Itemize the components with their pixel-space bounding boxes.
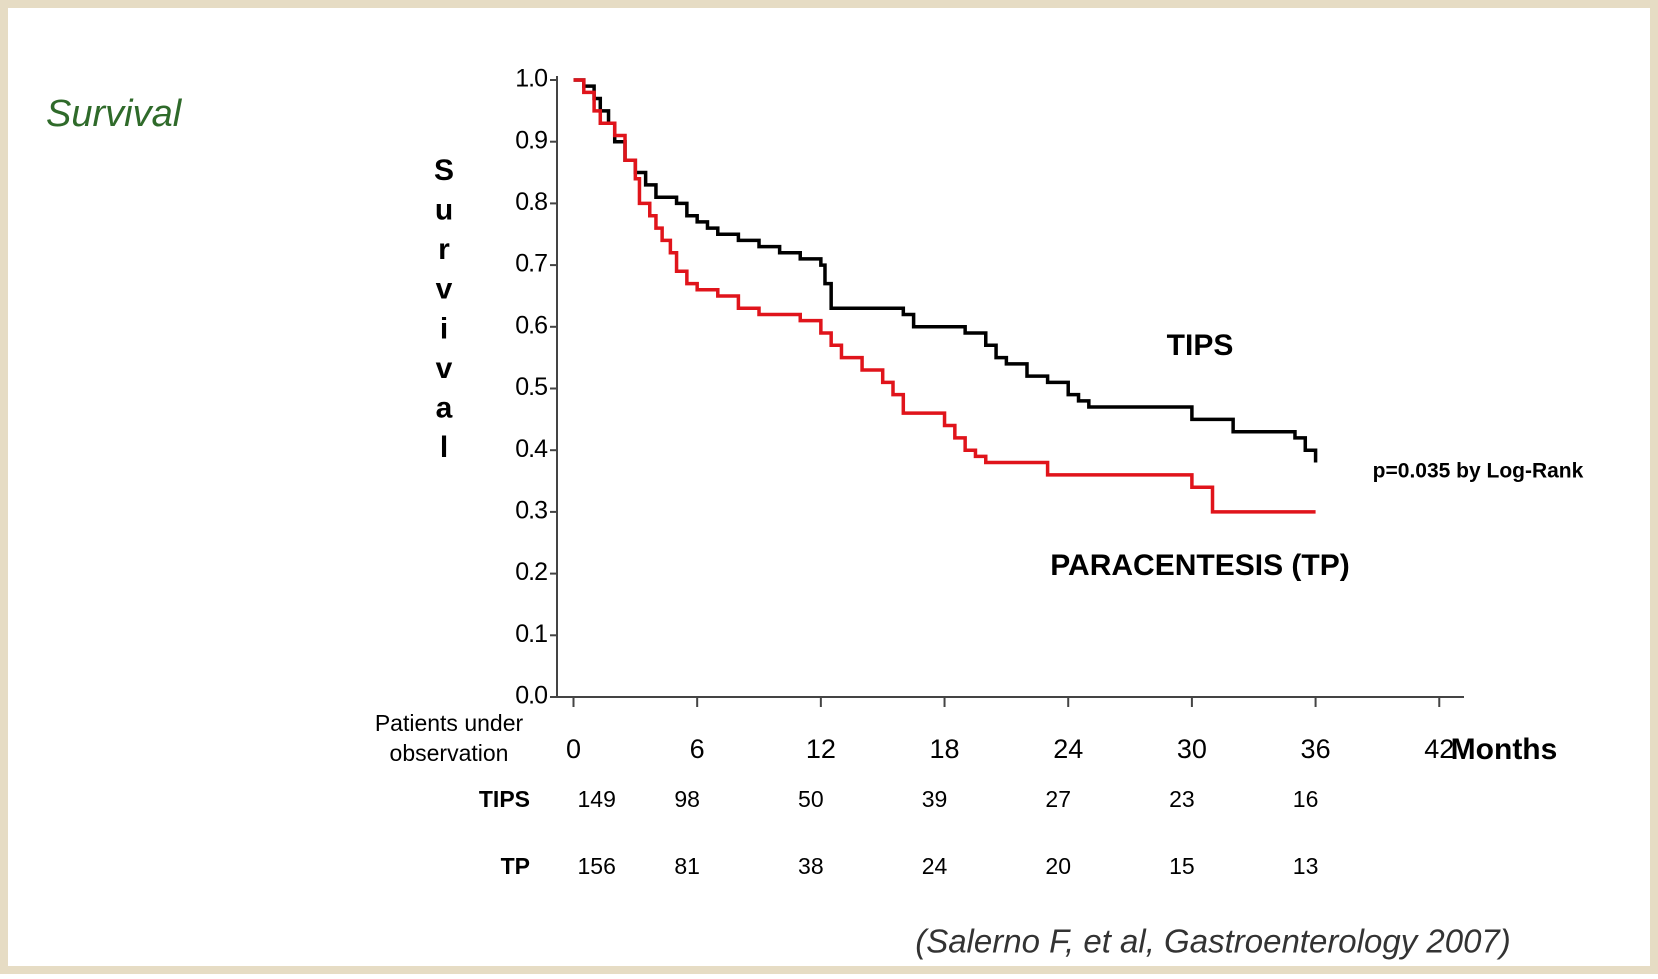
risk-count: 98 <box>674 786 700 812</box>
risk-count: 20 <box>1045 853 1071 879</box>
y-axis-label: S <box>434 154 454 187</box>
citation: (Salerno F, et al, Gastroenterology 2007… <box>915 923 1511 960</box>
series-label: TIPS <box>1167 329 1234 362</box>
y-axis-label: v <box>436 273 453 306</box>
risk-count: 13 <box>1293 853 1319 879</box>
x-tick-label: 42 <box>1424 734 1454 764</box>
y-axis-label: u <box>435 194 453 227</box>
y-axis-label: i <box>440 312 448 345</box>
x-tick-label: 0 <box>566 734 581 764</box>
x-tick-label: 6 <box>690 734 705 764</box>
y-tick-label: 0.8 <box>515 188 547 216</box>
y-tick-label: 0.3 <box>515 497 547 525</box>
survival-curve <box>573 78 1316 514</box>
risk-row-label: TIPS <box>479 786 530 812</box>
y-axis-label: v <box>436 352 453 385</box>
y-tick-label: 0.6 <box>515 311 547 339</box>
y-axis-label: l <box>440 431 448 464</box>
risk-count: 24 <box>922 853 948 879</box>
risk-row-label: TP <box>501 853 530 879</box>
y-tick-label: 0.7 <box>515 250 547 278</box>
risk-count: 38 <box>798 853 824 879</box>
y-tick-label: 0.1 <box>515 620 547 648</box>
risk-count: 50 <box>798 786 824 812</box>
background <box>8 8 1650 966</box>
x-tick-label: 12 <box>806 734 836 764</box>
x-tick-label: 30 <box>1177 734 1207 764</box>
y-axis-label: a <box>436 392 453 425</box>
x-tick-label: 24 <box>1053 734 1083 764</box>
x-axis-label: Months <box>1451 733 1558 766</box>
risk-count: 16 <box>1293 786 1319 812</box>
series-label: PARACENTESIS (TP) <box>1050 549 1349 582</box>
slide-title: Survival <box>46 93 183 135</box>
y-tick-label: 0.2 <box>515 558 547 586</box>
risk-count: 39 <box>922 786 948 812</box>
risk-count: 81 <box>674 853 700 879</box>
risk-count: 156 <box>577 853 615 879</box>
risk-count: 27 <box>1045 786 1071 812</box>
y-tick-label: 0.0 <box>515 682 547 710</box>
p-value: p=0.035 by Log-Rank <box>1373 460 1584 483</box>
y-axis-label: r <box>438 233 450 266</box>
risk-count: 149 <box>577 786 615 812</box>
x-tick-label: 36 <box>1301 734 1331 764</box>
y-tick-label: 0.4 <box>515 435 548 463</box>
y-tick-label: 0.9 <box>515 126 547 154</box>
y-tick-label: 1.0 <box>515 65 547 93</box>
risk-header: observation <box>390 740 509 766</box>
risk-header: Patients under <box>375 710 524 736</box>
risk-count: 15 <box>1169 853 1195 879</box>
y-tick-label: 0.5 <box>515 373 547 401</box>
x-tick-label: 18 <box>930 734 960 764</box>
risk-count: 23 <box>1169 786 1195 812</box>
